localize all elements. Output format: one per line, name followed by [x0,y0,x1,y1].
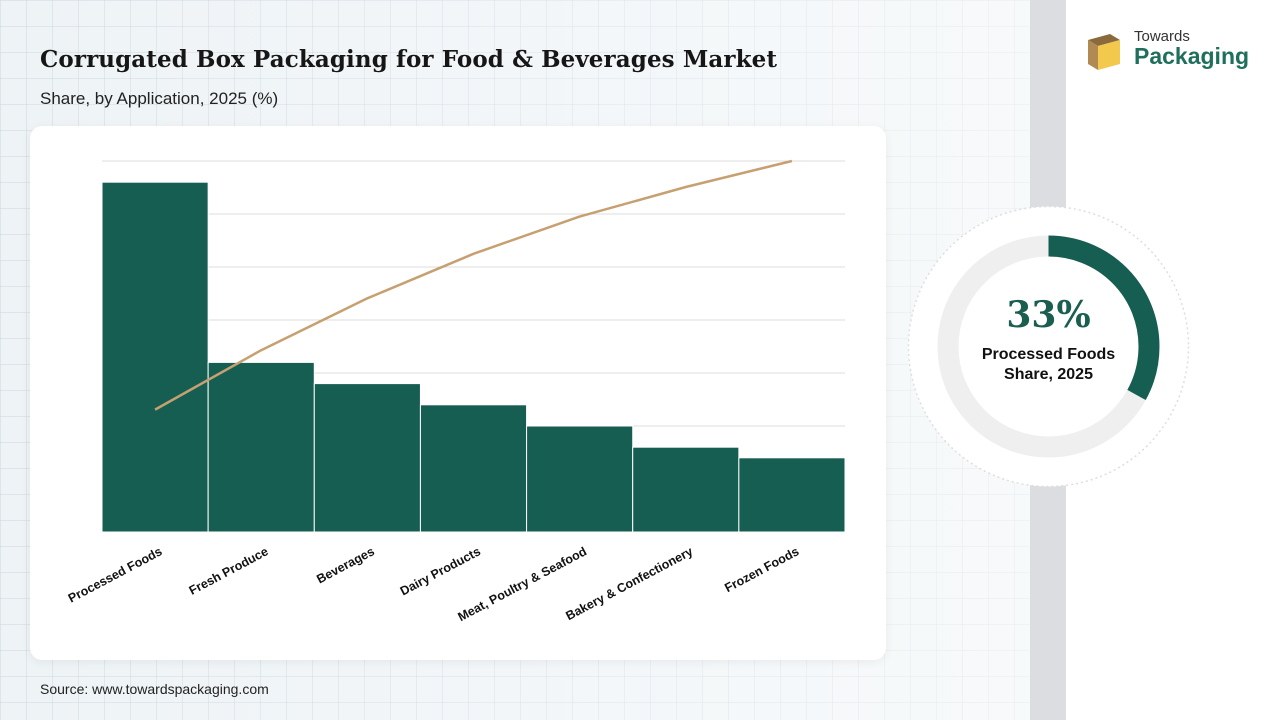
donut-value: 33% [1006,294,1091,336]
highlight-donut: 33% Processed Foods Share, 2025 [906,204,1191,489]
x-tick-label: Fresh Produce [187,544,271,597]
logo-text-top: Towards [1134,28,1190,45]
bar [207,361,315,533]
x-tick-label: Dairy Products [398,544,483,598]
donut-label-line1: Processed Foods [981,346,1116,363]
x-tick-label: Beverages [314,544,376,586]
source-note: Source: www.towardspackaging.com [40,681,269,697]
chart-title: Corrugated Box Packaging for Food & Beve… [40,46,778,73]
bar [632,446,740,533]
donut-arc [937,235,1160,458]
x-tick-label: Processed Foods [66,544,165,605]
pareto-chart: Processed Foods Fresh Produce Beverages Dai… [66,159,846,624]
logo-text-bottom: Packaging [1134,43,1250,69]
chart-card: Processed Foods Fresh Produce Beverages Dai… [30,126,886,660]
chart-subtitle: Share, by Application, 2025 (%) [40,89,279,108]
bar [419,404,528,533]
cumulative-line [154,159,793,411]
box-logo-icon [1088,34,1120,70]
brand-logo: Towards Packaging [1082,28,1262,78]
donut-label: Processed Foods Share, 2025 [906,345,1191,385]
x-tick-label: Frozen Foods [722,544,801,595]
donut-chart [907,205,1190,488]
donut-label-line2: Share, 2025 [1004,366,1093,383]
bar [101,181,209,533]
bar [526,425,634,533]
bar [313,383,421,533]
bar [738,457,846,533]
